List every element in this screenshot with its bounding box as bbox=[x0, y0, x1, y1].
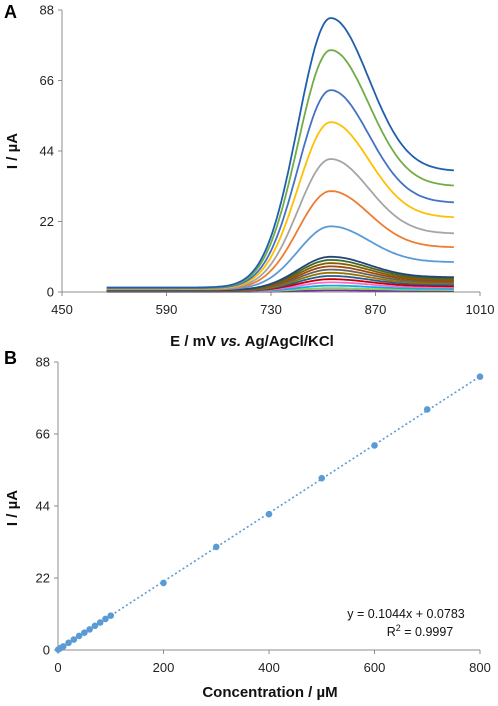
data-point bbox=[91, 622, 99, 630]
panel-a-xlabel-vs: vs. bbox=[220, 333, 241, 350]
data-point bbox=[476, 373, 484, 381]
trendline-equation: y = 0.1044x + 0.0783 bbox=[347, 607, 465, 621]
data-point bbox=[81, 629, 88, 636]
panel-b-chart: B 0 22 44 66 88 0 200 400 600 800 y = 0.1044x + 0… bbox=[4, 348, 491, 701]
data-point bbox=[423, 406, 431, 413]
panel-b-x-tick-label: 200 bbox=[153, 660, 175, 675]
panel-a-x-tick-label: 590 bbox=[156, 302, 178, 317]
panel-a-voltammograms bbox=[106, 17, 454, 293]
data-point bbox=[265, 510, 273, 518]
panel-b-x-tick-label: 600 bbox=[364, 660, 386, 675]
panel-a-letter: A bbox=[4, 2, 17, 22]
data-point bbox=[70, 636, 78, 643]
panel-a-y-tick-label: 0 bbox=[47, 285, 54, 300]
data-point bbox=[160, 579, 167, 587]
panel-a-y-tick-label: 44 bbox=[40, 144, 54, 159]
panel-b-y-tick-label: 0 bbox=[43, 643, 50, 658]
panel-a-x-axis-label: E / mV vs. Ag/AgCl/KCl bbox=[170, 333, 334, 350]
panel-b-y-tick-label: 22 bbox=[36, 571, 50, 586]
panel-b-x-tick-label: 800 bbox=[469, 660, 491, 675]
voltammogram-series bbox=[106, 49, 454, 289]
panel-b-trendline bbox=[57, 375, 481, 651]
panel-a-x-tick-label: 450 bbox=[51, 302, 73, 317]
data-point bbox=[65, 639, 72, 647]
panel-a-y-tick-label: 22 bbox=[40, 214, 54, 229]
data-point bbox=[318, 474, 326, 482]
panel-b-y-tick-label: 44 bbox=[36, 499, 50, 514]
panel-a-y-axis-label: I / µA bbox=[4, 133, 21, 169]
panel-a-x-tick-label: 1010 bbox=[466, 302, 495, 317]
data-point bbox=[59, 643, 67, 650]
panel-b-x-axis-label: Concentration / µM bbox=[202, 684, 337, 701]
panel-a-y-tick-label: 88 bbox=[40, 3, 54, 18]
panel-a-x-tick-label: 870 bbox=[365, 302, 387, 317]
data-point bbox=[371, 442, 378, 449]
panel-b-tick-labels: 0 22 44 66 88 0 200 400 600 800 bbox=[36, 355, 491, 676]
data-point bbox=[96, 619, 104, 626]
data-point bbox=[86, 626, 93, 633]
panel-a-xlabel-main: E / mV bbox=[170, 333, 216, 350]
panel-a-tick-labels: 0 22 44 66 88 450 590 730 870 1010 bbox=[40, 3, 495, 318]
panel-b-y-axis-label: I / µA bbox=[4, 490, 21, 526]
panel-b-letter: B bbox=[4, 348, 17, 368]
panel-b-data-points bbox=[54, 373, 484, 653]
panel-a-xlabel-ref: Ag/AgCl/KCl bbox=[245, 333, 334, 350]
panel-a-y-tick-label: 66 bbox=[40, 73, 54, 88]
panel-a-x-tick-label: 730 bbox=[260, 302, 282, 317]
data-point bbox=[102, 615, 109, 623]
panel-b-x-tick-label: 400 bbox=[258, 660, 280, 675]
r-squared-label: R2 = 0.9997 bbox=[387, 623, 454, 639]
voltammogram-series bbox=[106, 17, 454, 289]
panel-a-chart: A 0 22 44 66 88 450 590 730 870 1010 E / mV vs. A… bbox=[4, 2, 494, 350]
linear-fit-line bbox=[57, 375, 481, 651]
data-point bbox=[107, 612, 115, 619]
panel-b-y-tick-label: 88 bbox=[36, 355, 50, 370]
panel-b-x-tick-label: 0 bbox=[54, 660, 61, 675]
panel-b-y-tick-label: 66 bbox=[36, 427, 50, 442]
data-point bbox=[212, 543, 220, 551]
data-point bbox=[75, 632, 83, 640]
